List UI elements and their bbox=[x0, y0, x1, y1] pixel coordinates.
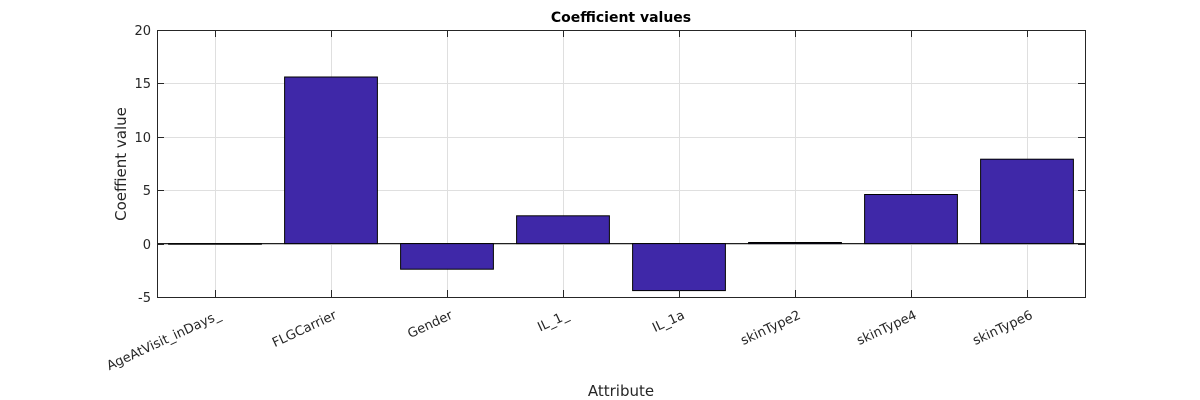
bar-il-1 bbox=[516, 215, 610, 245]
x-tick-label: skinType4 bbox=[855, 308, 920, 349]
x-tick-label: IL_1_ bbox=[536, 308, 572, 335]
y-tick-label: 15 bbox=[134, 77, 151, 92]
y-tick-label: 5 bbox=[143, 184, 151, 199]
bar-gender bbox=[400, 243, 494, 270]
bars-group bbox=[168, 76, 1074, 292]
chart-title: Coefficient values bbox=[551, 10, 691, 26]
axis-ticks bbox=[157, 30, 1085, 298]
bar-skintype6 bbox=[980, 158, 1074, 245]
x-tick-label: skinType2 bbox=[739, 308, 804, 349]
x-tick-label: AgeAtVisit_inDays_ bbox=[105, 308, 224, 374]
bar-ageatvisit-indays bbox=[168, 243, 262, 245]
x-tick-label: skinType6 bbox=[971, 308, 1036, 349]
y-tick-label: 0 bbox=[143, 238, 151, 253]
x-tick-label: IL_1a bbox=[650, 308, 687, 336]
bar-il-1a bbox=[632, 243, 726, 292]
plot-frame bbox=[157, 30, 1086, 298]
y-tick-label: 10 bbox=[134, 131, 151, 146]
x-axis-title: Attribute bbox=[588, 382, 654, 400]
y-tick-label: -5 bbox=[138, 291, 151, 306]
y-tick-label: 20 bbox=[134, 24, 151, 39]
y-axis-title: Coeffient value bbox=[112, 107, 130, 221]
bar-skintype2 bbox=[748, 242, 842, 245]
y-tick-labels: -5 0 5 10 15 20 bbox=[134, 24, 151, 306]
bar-flgcarrier bbox=[284, 76, 378, 245]
x-tick-label: FLGCarrier bbox=[270, 308, 340, 351]
bar-skintype4 bbox=[864, 194, 958, 245]
x-tick-labels: AgeAtVisit_inDays_ FLGCarrier Gender IL_1_ I… bbox=[105, 308, 1036, 374]
x-tick-label: Gender bbox=[405, 308, 455, 342]
